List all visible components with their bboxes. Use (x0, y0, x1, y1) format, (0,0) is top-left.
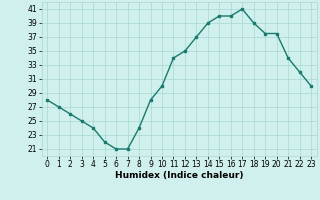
X-axis label: Humidex (Indice chaleur): Humidex (Indice chaleur) (115, 171, 244, 180)
